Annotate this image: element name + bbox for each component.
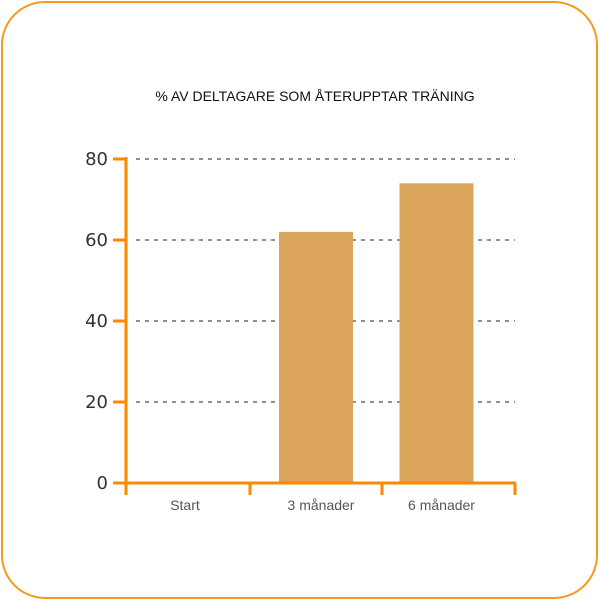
y-tick-label: 60 [85, 230, 108, 251]
x-tick-label: 6 månader [408, 497, 475, 513]
bar [399, 183, 474, 484]
x-tick-label: 3 månader [288, 497, 355, 513]
y-tick-label: 20 [85, 392, 108, 413]
y-tick-label: 0 [97, 473, 108, 494]
y-tick-label: 80 [85, 149, 108, 170]
y-tick-label: 40 [85, 311, 108, 332]
chart-title: % AV DELTAGARE SOM ÅTERUPPTAR TRÄNING [155, 88, 475, 104]
bar [279, 231, 353, 483]
x-tick-label: Start [170, 497, 200, 513]
